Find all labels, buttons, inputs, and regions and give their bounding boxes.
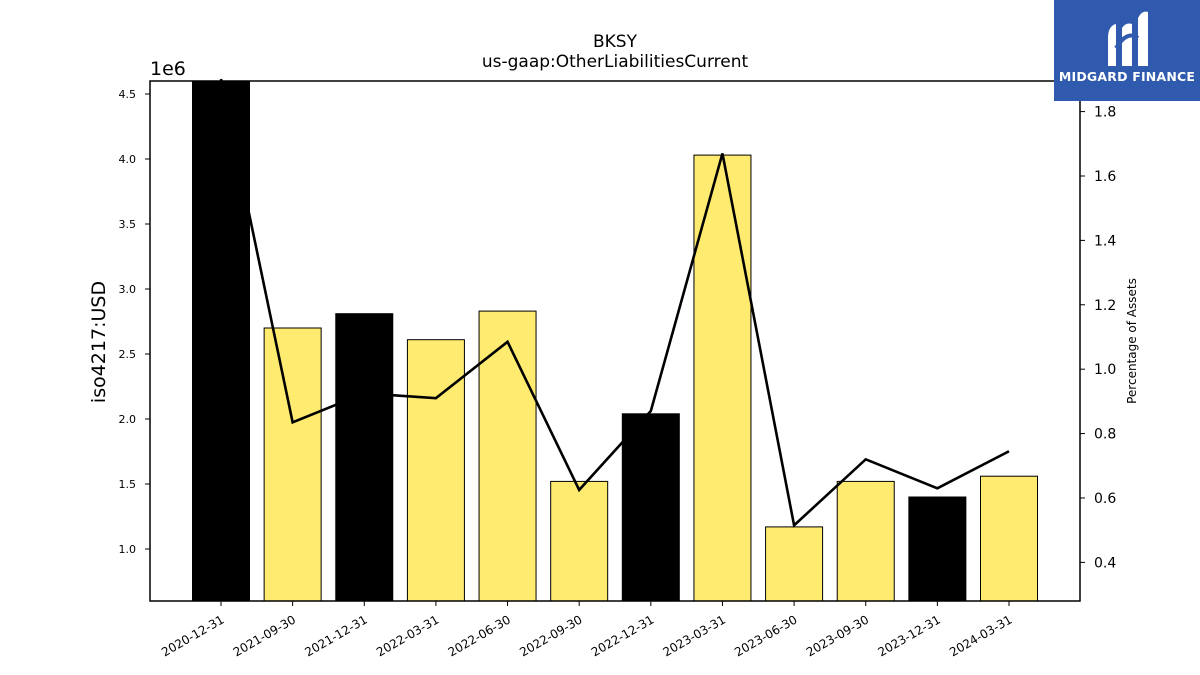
x-tick-label: 2020-12-31	[159, 612, 226, 659]
bar-2023-12-31	[908, 496, 967, 602]
y-tick-label: 1.5	[119, 478, 137, 491]
y2-tick-label: 1.4	[1094, 233, 1116, 249]
y-ticks: 1.0 1.5 2.0 2.5 3.0 3.5 4.0 4.5	[119, 88, 150, 556]
y-tick-label: 2.5	[119, 348, 137, 361]
y2-tick-label: 0.6	[1094, 491, 1116, 507]
percentage-line	[219, 78, 1010, 528]
x-tick-label: 2022-12-31	[589, 612, 656, 659]
bar-2023-06-30	[765, 526, 824, 602]
y2-ticks: 0.4 0.6 0.8 1.0 1.2 1.4 1.6 1.8	[1080, 105, 1116, 571]
y2-tick-label: 0.4	[1094, 555, 1116, 571]
bar-2023-09-30	[836, 480, 895, 602]
bar-2023-03-31	[693, 154, 752, 602]
y2-tick-label: 1.2	[1094, 298, 1116, 314]
x-ticks: 2020-12-31 2021-09-30 2021-12-31 2022-03-31…	[159, 601, 1015, 659]
x-tick-label: 2021-09-30	[231, 612, 298, 659]
y-offset-label: 1e6	[150, 58, 186, 80]
y-tick-label: 3.0	[119, 283, 137, 296]
percentage-line-series	[219, 78, 1010, 528]
brand-logo: MIDGARD FINANCE	[1054, 0, 1200, 101]
bar-2022-12-31	[621, 413, 680, 602]
x-tick-label: 2023-12-31	[875, 612, 942, 659]
y-tick-label: 4.0	[119, 153, 137, 166]
bar-2020-12-31	[192, 80, 250, 602]
bar-2024-03-31	[980, 475, 1038, 602]
logo-text: MIDGARD FINANCE	[1058, 69, 1196, 84]
x-tick-label: 2022-03-31	[374, 612, 441, 659]
x-tick-label: 2023-06-30	[732, 612, 799, 659]
bar-2022-03-31	[406, 339, 465, 602]
bar-2021-09-30	[263, 327, 322, 602]
y-tick-label: 4.5	[119, 88, 137, 101]
y-tick-label: 3.5	[119, 218, 137, 231]
y-axis-label: iso4217:USD	[88, 281, 110, 403]
x-tick-label: 2022-09-30	[517, 612, 584, 659]
plot-frame	[149, 80, 1081, 602]
y2-tick-label: 1.8	[1094, 105, 1116, 121]
chart-title: BKSY	[593, 32, 637, 52]
bar-2021-12-31	[335, 313, 394, 602]
y2-tick-label: 1.6	[1094, 169, 1116, 185]
bar-2022-09-30	[550, 480, 609, 602]
x-tick-label: 2023-09-30	[804, 612, 871, 659]
x-tick-label: 2022-06-30	[446, 612, 513, 659]
axes	[149, 80, 1081, 602]
y2-axis-label: Percentage of Assets	[1125, 278, 1139, 404]
y-tick-label: 1.0	[119, 543, 137, 556]
x-tick-label: 2021-12-31	[302, 612, 369, 659]
y-tick-label: 2.0	[119, 413, 137, 426]
y2-tick-label: 0.8	[1094, 427, 1116, 443]
chart-subtitle: us-gaap:OtherLiabilitiesCurrent	[481, 52, 749, 72]
x-tick-label: 2023-03-31	[661, 612, 728, 659]
bar-2022-06-30	[478, 310, 537, 602]
bar-series	[192, 80, 1038, 602]
x-tick-label: 2024-03-31	[947, 612, 1014, 659]
y2-tick-label: 1.0	[1094, 362, 1116, 378]
logo-mark-icon	[1108, 11, 1148, 67]
